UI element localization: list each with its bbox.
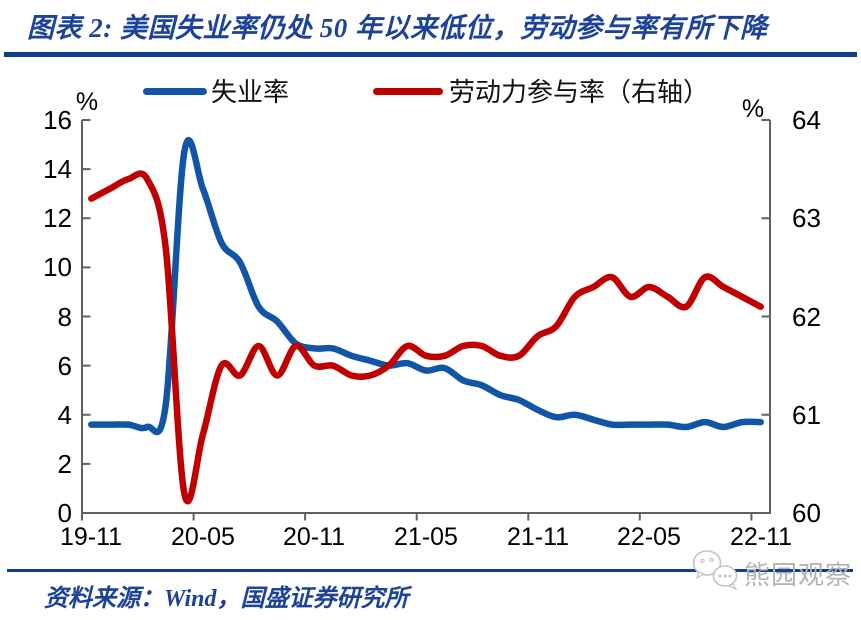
title-divider xyxy=(4,52,857,57)
left-axis-tick-label: 8 xyxy=(57,302,72,332)
right-axis-tick-label: 60 xyxy=(792,498,821,528)
right-axis-unit: % xyxy=(741,95,765,123)
left-axis-tick-label: 2 xyxy=(57,449,72,479)
left-axis-unit: % xyxy=(75,88,99,116)
legend-label-unemployment: 失业率 xyxy=(211,77,290,107)
watermark-label: 熊园观察 xyxy=(744,559,853,590)
x-axis-tick-label: 22-11 xyxy=(729,523,793,551)
series-line-0 xyxy=(88,137,764,436)
legend-line-unemployment-swatch xyxy=(143,88,207,95)
footer-divider xyxy=(7,569,853,572)
series-line-1 xyxy=(88,170,764,505)
source-note: 资料来源：Wind，国盛证券研究所 xyxy=(44,586,409,612)
left-axis-tick-label: 0 xyxy=(57,498,72,528)
right-axis-tick-label: 61 xyxy=(792,400,821,430)
x-axis-tick-label: 20-11 xyxy=(282,523,346,551)
right-axis-tick-label: 63 xyxy=(792,203,821,233)
left-axis-tick-label: 4 xyxy=(57,400,72,430)
left-axis-tick-label: 10 xyxy=(43,252,72,282)
x-axis-tick-label: 21-05 xyxy=(394,523,458,551)
legend-label-participation: 劳动力参与率（右轴） xyxy=(449,77,710,107)
x-axis-tick-label: 21-11 xyxy=(506,523,570,551)
x-axis-tick-label: 20-05 xyxy=(171,523,235,551)
axis-ticks xyxy=(81,119,770,521)
x-axis-tick-label: 19-11 xyxy=(59,523,123,551)
chat-bubbles-icon xyxy=(692,550,738,591)
right-axis-tick-label: 62 xyxy=(792,302,821,332)
axis-frame xyxy=(81,120,771,514)
right-axis-tick-label: 64 xyxy=(792,105,821,135)
legend-line-participation-swatch xyxy=(373,88,443,95)
left-axis-tick-label: 12 xyxy=(43,203,72,233)
left-axis-tick-label: 6 xyxy=(57,351,72,381)
left-axis-tick-label: 14 xyxy=(43,154,72,184)
left-axis-tick-label: 16 xyxy=(43,105,72,135)
chart-title: 图表 2: 美国失业率仍处 50 年以来低位，劳动参与率有所下降 xyxy=(27,13,768,43)
watermark: 熊园观察 xyxy=(690,546,852,594)
x-axis-tick-label: 22-05 xyxy=(617,523,681,551)
